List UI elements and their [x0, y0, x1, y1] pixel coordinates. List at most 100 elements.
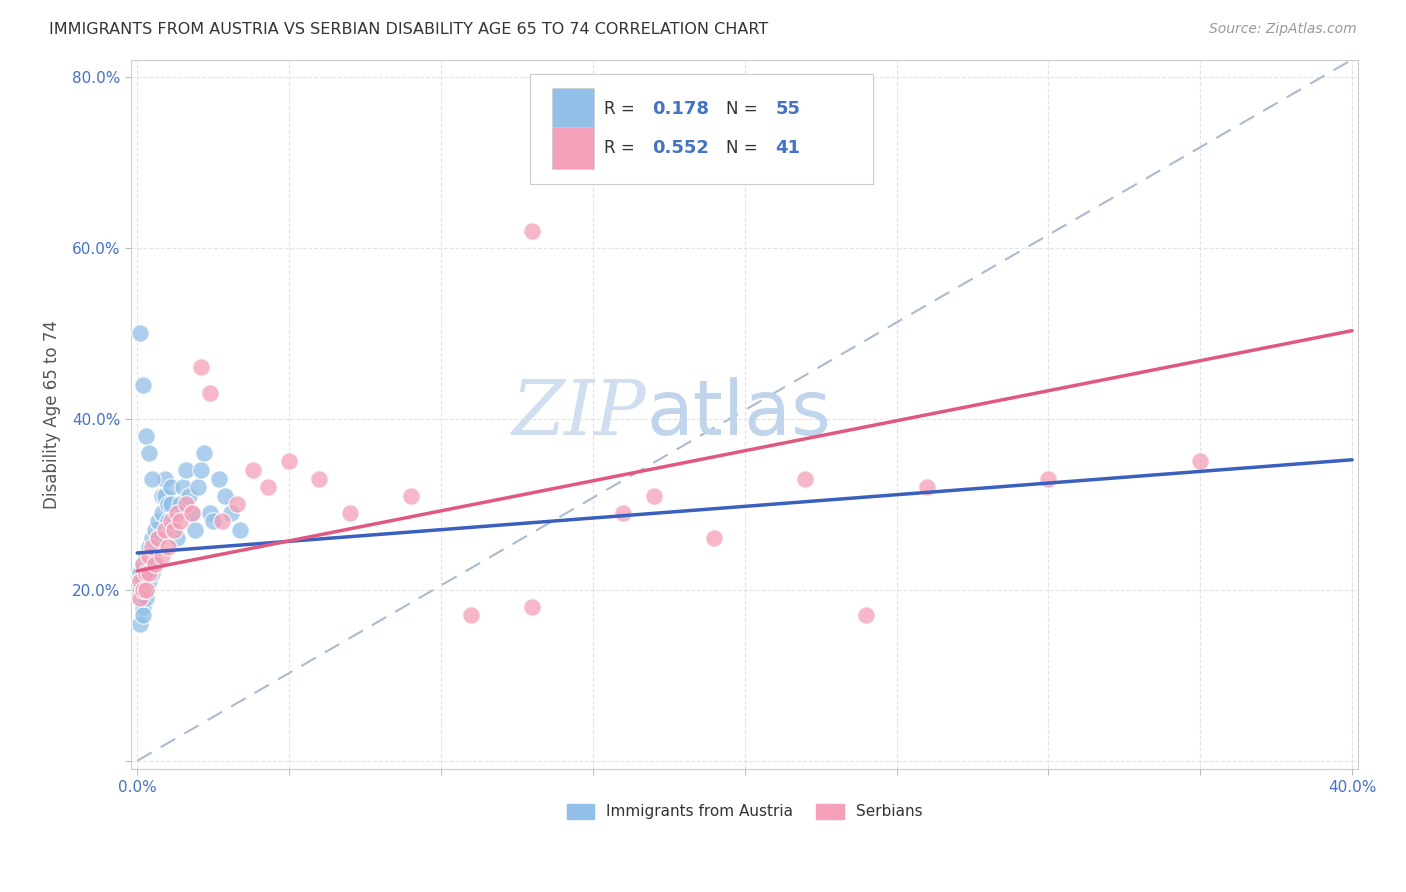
Point — [135, 582, 157, 597]
Point — [166, 506, 188, 520]
Text: R =: R = — [603, 100, 640, 119]
Point — [132, 582, 155, 597]
Point — [145, 557, 167, 571]
FancyBboxPatch shape — [530, 74, 873, 184]
Point — [163, 514, 186, 528]
Point — [166, 532, 188, 546]
Point — [129, 566, 152, 580]
Point — [150, 549, 173, 563]
Point — [141, 549, 163, 563]
Point — [135, 591, 157, 606]
Point — [184, 523, 207, 537]
Text: 41: 41 — [775, 139, 800, 157]
FancyBboxPatch shape — [553, 128, 593, 169]
Point — [221, 506, 243, 520]
Point — [135, 566, 157, 580]
Point — [132, 599, 155, 614]
Point — [132, 377, 155, 392]
Point — [132, 574, 155, 589]
Point — [242, 463, 264, 477]
Point — [135, 566, 157, 580]
Point — [159, 514, 181, 528]
Point — [703, 532, 725, 546]
Point — [141, 532, 163, 546]
Point — [794, 472, 817, 486]
Text: ZIP: ZIP — [512, 377, 647, 451]
Point — [145, 557, 167, 571]
Point — [153, 523, 176, 537]
Point — [138, 557, 160, 571]
Point — [915, 480, 938, 494]
Point — [138, 446, 160, 460]
Point — [202, 514, 225, 528]
Point — [132, 557, 155, 571]
Point — [226, 497, 249, 511]
Point — [193, 446, 215, 460]
FancyBboxPatch shape — [553, 88, 593, 130]
Text: N =: N = — [727, 100, 763, 119]
Point — [150, 506, 173, 520]
Point — [520, 599, 543, 614]
Point — [198, 386, 221, 401]
Point — [129, 591, 152, 606]
Point — [148, 514, 170, 528]
Point — [214, 489, 236, 503]
Text: Source: ZipAtlas.com: Source: ZipAtlas.com — [1209, 22, 1357, 37]
Point — [150, 489, 173, 503]
Point — [180, 506, 202, 520]
Point — [129, 616, 152, 631]
Point — [129, 574, 152, 589]
Point — [278, 454, 301, 468]
Point — [138, 566, 160, 580]
Point — [159, 497, 181, 511]
Point — [153, 489, 176, 503]
Point — [129, 582, 152, 597]
Point — [129, 591, 152, 606]
Point — [180, 506, 202, 520]
Point — [159, 480, 181, 494]
Point — [169, 514, 191, 528]
Point — [169, 497, 191, 511]
Point — [148, 532, 170, 546]
Point — [156, 497, 179, 511]
Point — [229, 523, 252, 537]
Y-axis label: Disability Age 65 to 74: Disability Age 65 to 74 — [44, 320, 60, 509]
Point — [135, 549, 157, 563]
Point — [156, 514, 179, 528]
Point — [141, 566, 163, 580]
Point — [308, 472, 330, 486]
Point — [135, 582, 157, 597]
Point — [141, 540, 163, 554]
Point — [138, 574, 160, 589]
Point — [190, 360, 212, 375]
Text: atlas: atlas — [647, 377, 831, 451]
Text: 55: 55 — [775, 100, 800, 119]
Point — [138, 540, 160, 554]
Point — [132, 582, 155, 597]
Point — [145, 523, 167, 537]
Point — [399, 489, 422, 503]
Text: 0.178: 0.178 — [652, 100, 710, 119]
Text: R =: R = — [603, 139, 640, 157]
Point — [163, 523, 186, 537]
Point — [211, 514, 233, 528]
Point — [177, 489, 200, 503]
Point — [138, 549, 160, 563]
Point — [135, 429, 157, 443]
Point — [1189, 454, 1212, 468]
Point — [132, 608, 155, 623]
Point — [141, 472, 163, 486]
Point — [172, 480, 194, 494]
Point — [1038, 472, 1060, 486]
Point — [174, 497, 197, 511]
Point — [612, 506, 634, 520]
Point — [190, 463, 212, 477]
Point — [129, 326, 152, 341]
Point — [148, 532, 170, 546]
Point — [208, 472, 231, 486]
Point — [198, 506, 221, 520]
Point — [520, 224, 543, 238]
Text: IMMIGRANTS FROM AUSTRIA VS SERBIAN DISABILITY AGE 65 TO 74 CORRELATION CHART: IMMIGRANTS FROM AUSTRIA VS SERBIAN DISAB… — [49, 22, 769, 37]
Point — [339, 506, 361, 520]
Point — [132, 557, 155, 571]
